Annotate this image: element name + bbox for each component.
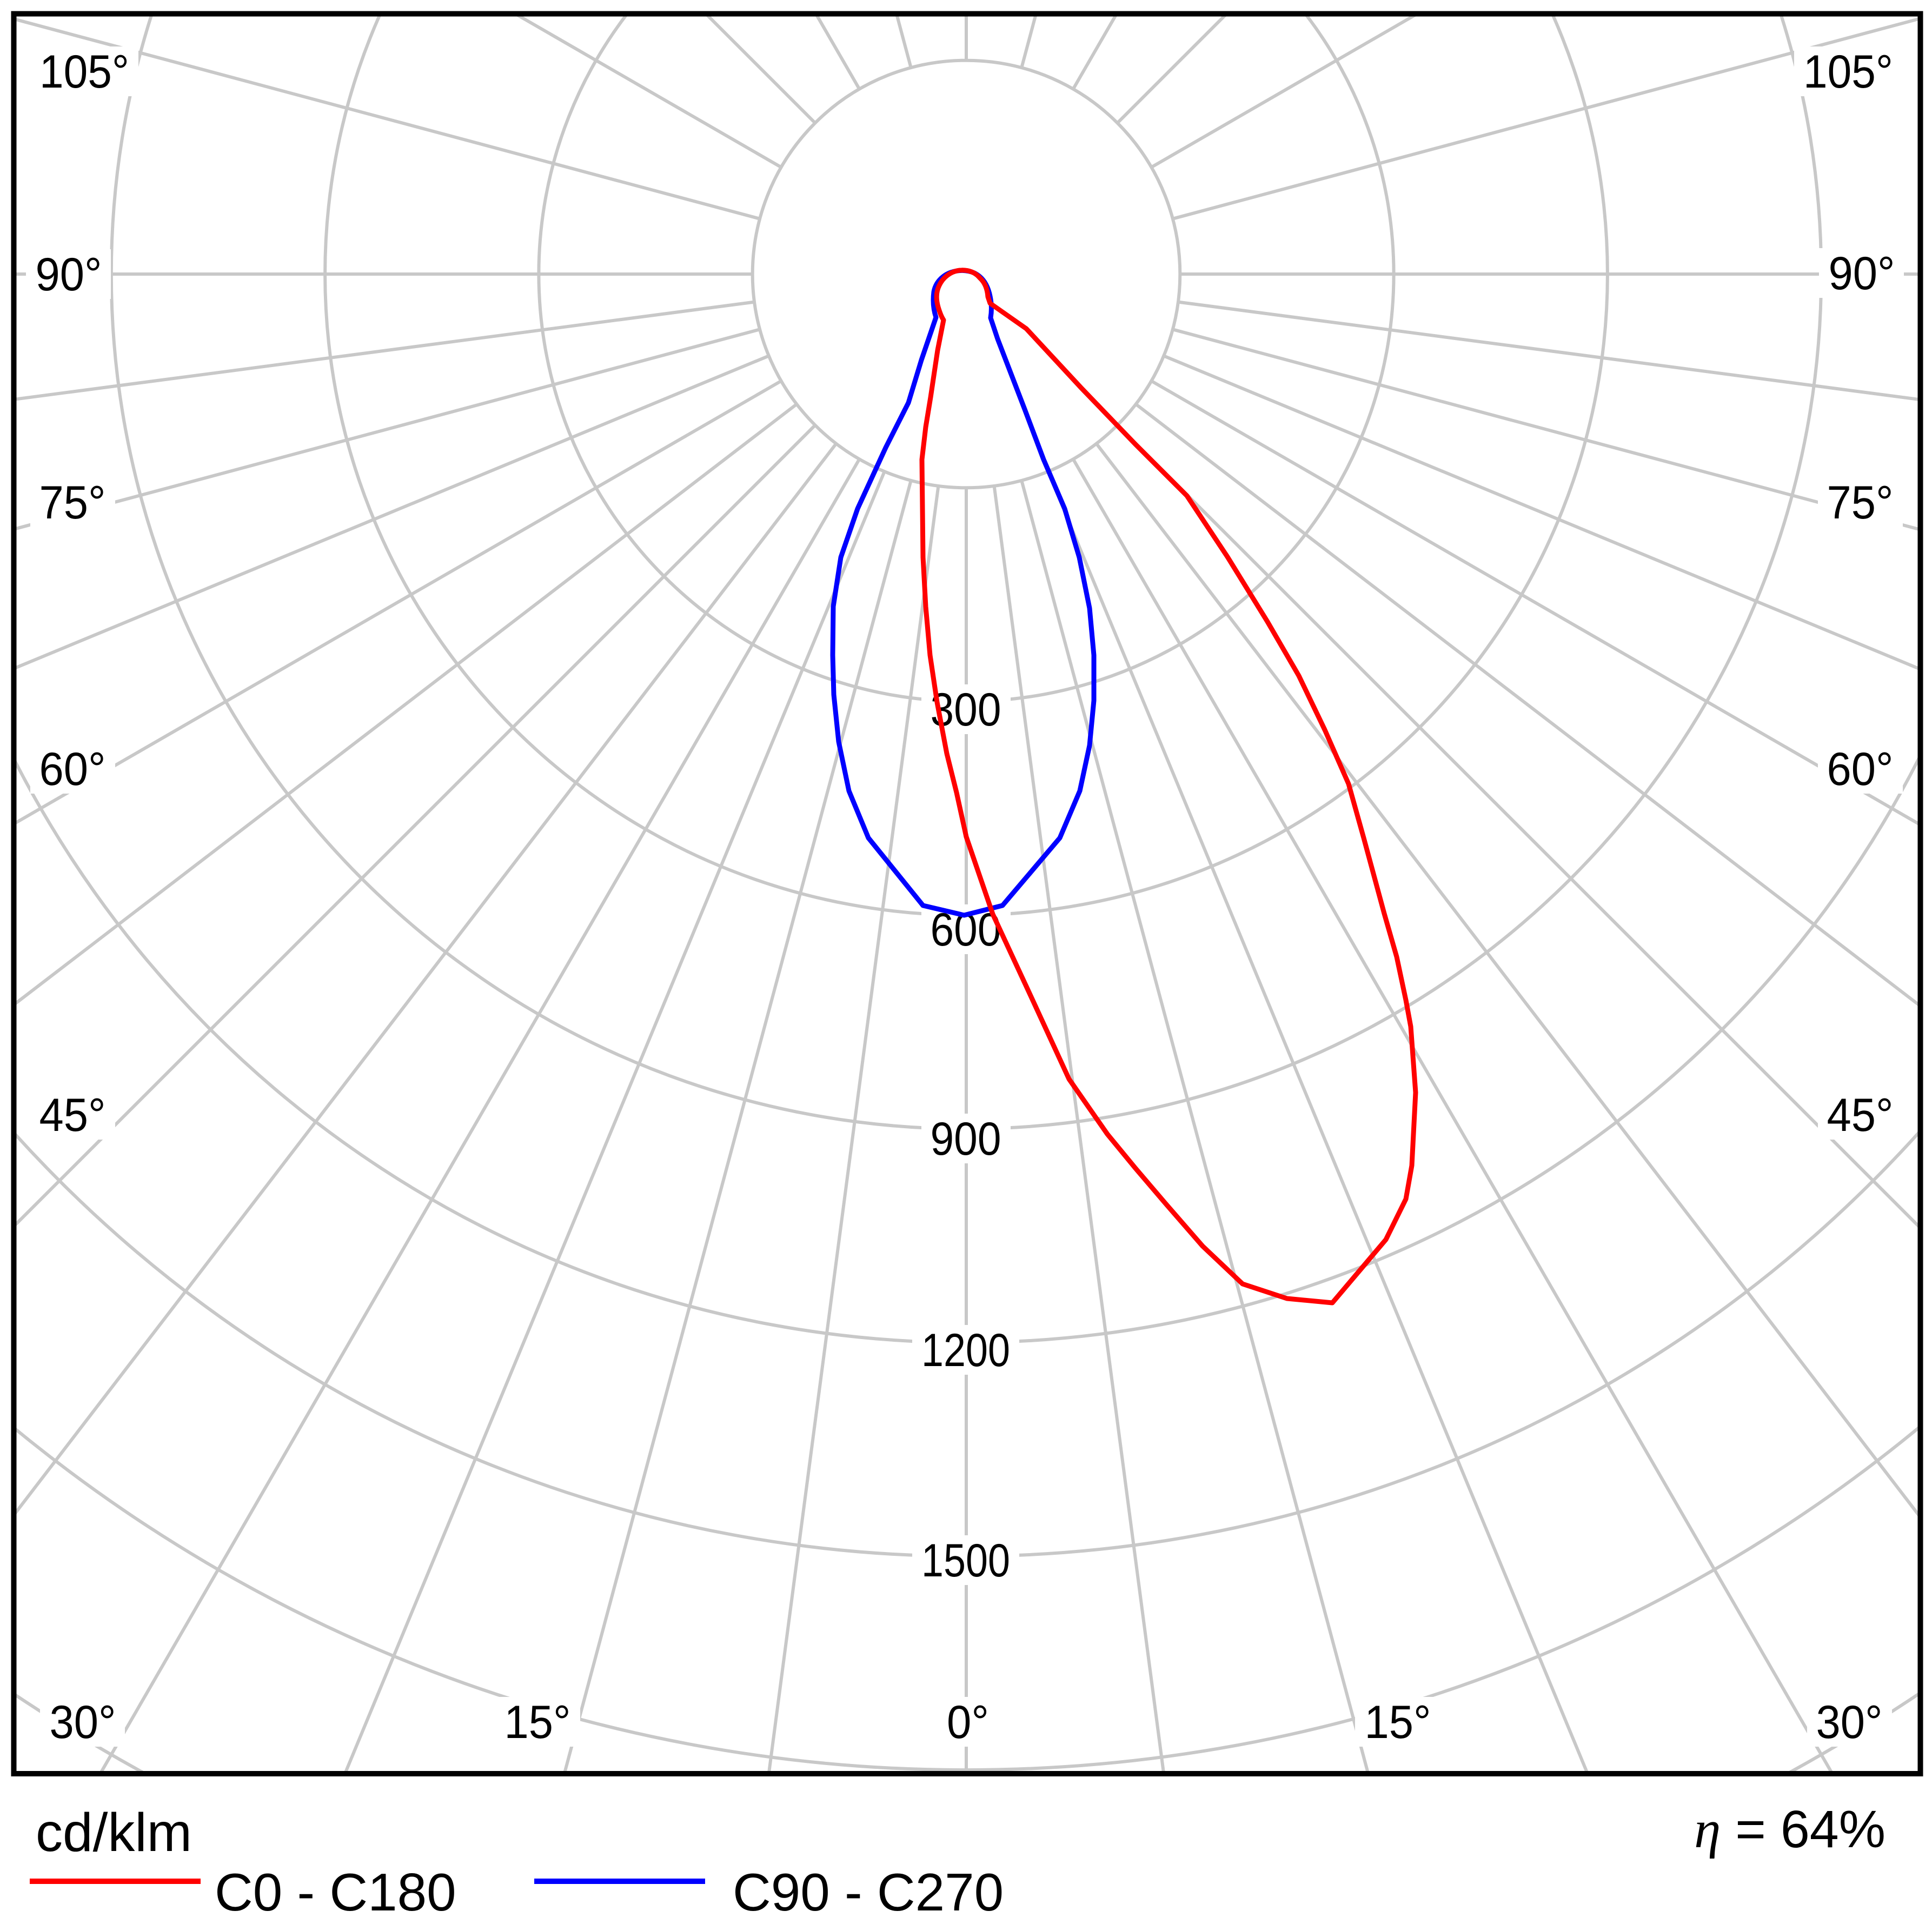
svg-text:105°: 105° — [39, 46, 129, 98]
svg-text:90°: 90° — [1829, 248, 1895, 299]
svg-text:30°: 30° — [1816, 1696, 1883, 1748]
svg-text:30°: 30° — [50, 1696, 116, 1748]
svg-text:900: 900 — [931, 1113, 1001, 1165]
svg-text:C90 - C270: C90 - C270 — [733, 1862, 1004, 1922]
svg-text:90°: 90° — [36, 249, 102, 301]
svg-text:105°: 105° — [1803, 46, 1893, 98]
svg-text:C0 - C180: C0 - C180 — [215, 1862, 456, 1922]
svg-text:60°: 60° — [1827, 743, 1894, 795]
svg-text:1200: 1200 — [921, 1324, 1010, 1376]
svg-text:75°: 75° — [39, 477, 106, 529]
svg-text:cd/klm: cd/klm — [36, 1802, 192, 1863]
svg-text:45°: 45° — [39, 1089, 106, 1141]
svg-text:75°: 75° — [1827, 477, 1894, 529]
svg-text:0°: 0° — [947, 1696, 989, 1748]
svg-text:45°: 45° — [1827, 1089, 1894, 1141]
svg-text:15°: 15° — [504, 1696, 571, 1748]
svg-text:1500: 1500 — [921, 1535, 1010, 1587]
svg-text:60°: 60° — [39, 743, 106, 795]
svg-text:15°: 15° — [1365, 1696, 1431, 1748]
svg-text:η = 64%: η = 64% — [1694, 1800, 1885, 1859]
